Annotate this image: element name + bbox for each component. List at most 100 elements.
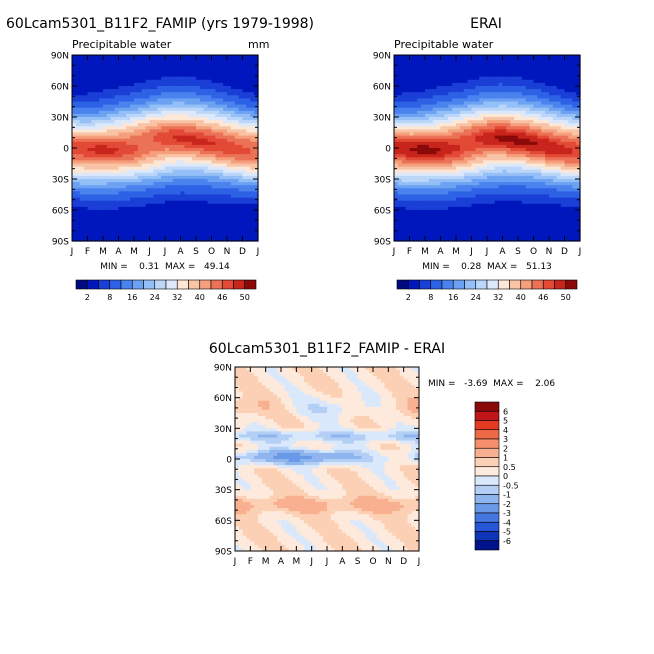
heatmap-cell: [122, 216, 127, 220]
heatmap-cell: [103, 73, 108, 78]
heatmap-cell: [549, 169, 554, 174]
heatmap-cell: [168, 237, 174, 242]
heatmap-cell: [215, 55, 220, 59]
heatmap-cell: [463, 89, 469, 93]
heatmap-cell: [425, 138, 430, 143]
heatmap-cell: [219, 182, 224, 186]
heatmap-cell: [87, 107, 92, 112]
heatmap-cell: [157, 185, 162, 189]
heatmap-cell: [409, 132, 414, 137]
heatmap-cell: [409, 104, 414, 109]
heatmap-cell: [137, 76, 143, 81]
heatmap-cell: [106, 160, 112, 165]
heatmap-cell: [203, 110, 209, 115]
heatmap-cell: [514, 55, 519, 59]
heatmap-cell: [483, 73, 488, 78]
heatmap-cell: [421, 129, 426, 134]
heatmap-cell: [254, 169, 259, 174]
heatmap-cell: [196, 231, 201, 236]
heatmap-cell: [537, 154, 542, 158]
heatmap-cell: [432, 86, 438, 90]
heatmap-cell: [250, 82, 255, 87]
heatmap-cell: [130, 154, 135, 158]
heatmap-cell: [172, 151, 178, 155]
heatmap-cell: [184, 120, 189, 124]
heatmap-cell: [432, 138, 438, 143]
heatmap-cell: [219, 132, 224, 137]
heatmap-cell: [99, 101, 104, 106]
heatmap-cell: [72, 138, 77, 143]
heatmap-cell: [498, 104, 504, 109]
heatmap-cell: [463, 182, 469, 186]
heatmap-cell: [153, 185, 158, 189]
heatmap-cell: [490, 107, 496, 112]
heatmap-cell: [161, 213, 166, 217]
heatmap-cell: [397, 129, 403, 134]
heatmap-cell: [421, 120, 426, 124]
heatmap-cell: [227, 67, 232, 72]
heatmap-cell: [250, 117, 255, 121]
heatmap-cell: [440, 101, 445, 106]
heatmap-cell: [227, 151, 232, 155]
heatmap-cell: [250, 191, 255, 196]
heatmap-cell: [560, 117, 566, 121]
heatmap-cell: [91, 82, 96, 87]
heatmap-cell: [246, 117, 251, 121]
heatmap-cell: [238, 148, 244, 152]
heatmap-cell: [471, 148, 476, 152]
heatmap-cell: [103, 185, 108, 189]
heatmap-cell: [409, 89, 414, 93]
heatmap-cell: [533, 135, 538, 140]
heatmap-cell: [541, 126, 546, 130]
heatmap-cell: [180, 101, 185, 106]
heatmap-cell: [95, 182, 100, 186]
heatmap-cell: [157, 225, 162, 230]
heatmap-cell: [498, 135, 504, 140]
heatmap-cell: [180, 113, 185, 118]
heatmap-cell: [394, 110, 399, 115]
heatmap-cell: [188, 141, 193, 146]
heatmap-cell: [490, 182, 496, 186]
heatmap-cell: [91, 206, 96, 211]
heatmap-cell: [518, 175, 523, 180]
heatmap-cell: [91, 55, 96, 59]
heatmap-cell: [211, 126, 216, 130]
heatmap-cell: [161, 135, 166, 140]
heatmap-cell: [110, 95, 116, 99]
heatmap-cell: [87, 225, 92, 230]
heatmap-cell: [114, 86, 120, 90]
heatmap-cell: [552, 61, 558, 65]
heatmap-cell: [242, 231, 247, 236]
heatmap-cell: [471, 179, 476, 183]
heatmap-cell: [134, 172, 139, 177]
heatmap-cell: [149, 160, 154, 165]
heatmap-cell: [471, 166, 476, 171]
heatmap-cell: [165, 126, 170, 130]
heatmap-cell: [188, 129, 193, 134]
heatmap-cell: [188, 237, 193, 242]
heatmap-cell: [172, 132, 178, 137]
heatmap-cell: [421, 135, 426, 140]
heatmap-cell: [498, 58, 504, 62]
heatmap-cell: [199, 157, 205, 161]
heatmap-cell: [184, 98, 189, 103]
heatmap-cell: [432, 129, 438, 134]
heatmap-cell: [137, 101, 143, 106]
heatmap-cell: [502, 67, 507, 72]
heatmap-cell: [456, 117, 461, 121]
heatmap-cell: [521, 76, 527, 81]
heatmap-cell: [502, 126, 507, 130]
heatmap-cell: [215, 113, 220, 118]
heatmap-cell: [219, 126, 224, 130]
heatmap-cell: [106, 154, 112, 158]
heatmap-cell: [145, 231, 151, 236]
heatmap-cell: [456, 179, 461, 183]
heatmap-cell: [215, 206, 220, 211]
colorbar-box: [165, 279, 178, 290]
heatmap-cell: [215, 135, 220, 140]
heatmap-cell: [207, 113, 213, 118]
heatmap-cell: [87, 157, 92, 161]
heatmap-cell: [510, 141, 515, 146]
heatmap-cell: [215, 179, 220, 183]
heatmap-cell: [521, 82, 527, 87]
